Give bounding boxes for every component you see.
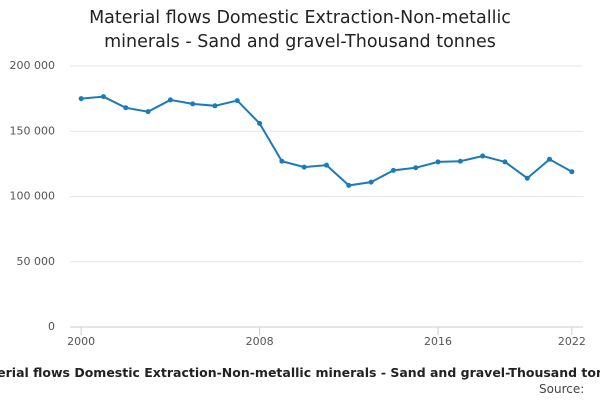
point	[368, 179, 374, 185]
y-tick-label: 50 000	[17, 255, 56, 268]
point	[324, 162, 329, 168]
point	[234, 98, 240, 104]
y-tick-label: 150 000	[10, 124, 56, 137]
y-tick-label: 100 000	[10, 190, 56, 203]
point	[569, 169, 575, 175]
point	[457, 158, 463, 164]
x-tick-label: 2008	[246, 335, 274, 348]
x-tick-label: 2022	[558, 335, 586, 348]
point	[100, 94, 106, 100]
point	[524, 175, 530, 181]
point	[212, 103, 218, 109]
point	[413, 165, 419, 171]
point	[502, 159, 508, 165]
point	[301, 164, 307, 170]
caption: Material flows Domestic Extraction-Non-m…	[0, 365, 600, 380]
point	[78, 96, 84, 102]
point	[390, 167, 396, 173]
x-tick-label: 2016	[424, 335, 452, 348]
point	[480, 153, 486, 159]
point	[257, 120, 263, 126]
line	[81, 95, 573, 187]
y-tick-label: 0	[48, 320, 55, 333]
y-tick-label: 200 000	[10, 59, 56, 72]
point	[190, 101, 196, 107]
point	[346, 182, 352, 188]
point	[145, 109, 151, 115]
point	[279, 158, 285, 164]
point	[167, 97, 173, 103]
x-tick-label: 2000	[67, 335, 95, 348]
source: Source:	[539, 382, 585, 396]
chart-title: Material flows Domestic Extraction-Non-m…	[89, 8, 511, 52]
point	[547, 156, 553, 162]
point	[435, 159, 441, 165]
point	[123, 105, 129, 111]
